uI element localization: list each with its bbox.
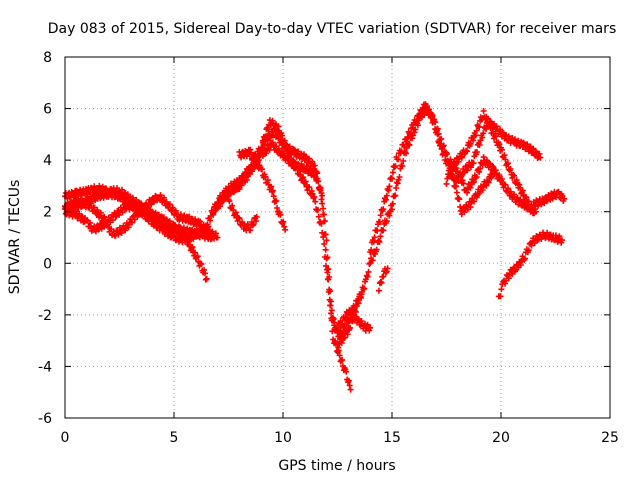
x-tick-label: 25 <box>601 430 619 446</box>
series-track-9 <box>236 146 289 233</box>
series-track-12 <box>443 108 537 217</box>
series-track-8 <box>225 196 260 234</box>
x-tick-label: 15 <box>383 430 401 446</box>
chart-title: Day 083 of 2015, Sidereal Day-to-day VTE… <box>48 21 616 37</box>
x-tick-label: 0 <box>61 430 70 446</box>
data-series <box>62 101 568 393</box>
axis-ticks: 0 5 10 15 20 25 -6 -4 -2 0 2 4 6 8 <box>38 50 619 446</box>
x-tick-label: 20 <box>492 430 510 446</box>
data-points <box>375 265 391 294</box>
x-tick-label: 10 <box>274 430 292 446</box>
y-tick-label: -4 <box>38 359 52 375</box>
y-tick-label: 4 <box>43 153 52 169</box>
y-tick-label: 6 <box>43 102 52 118</box>
data-points <box>445 161 498 218</box>
data-points <box>367 101 539 256</box>
y-axis-label: SDTVAR / TECUs <box>7 180 23 295</box>
data-points <box>236 146 289 233</box>
x-tick-label: 5 <box>170 430 179 446</box>
data-points <box>530 188 568 210</box>
y-tick-label: -6 <box>38 411 52 427</box>
data-points <box>225 196 260 234</box>
y-tick-label: 8 <box>43 50 52 66</box>
grid-lines <box>65 57 610 418</box>
series-track-11 <box>367 101 539 256</box>
y-tick-label: -2 <box>38 308 52 324</box>
y-tick-label: 2 <box>43 205 52 221</box>
series-track-16 <box>530 188 568 210</box>
data-points <box>495 229 565 300</box>
series-track-14 <box>445 161 498 218</box>
data-points <box>443 108 537 217</box>
x-axis-label: GPS time / hours <box>278 458 395 474</box>
series-track-13 <box>375 265 391 294</box>
series-track-15 <box>495 229 565 300</box>
y-tick-label: 0 <box>43 256 52 272</box>
plot-frame <box>64 56 611 419</box>
